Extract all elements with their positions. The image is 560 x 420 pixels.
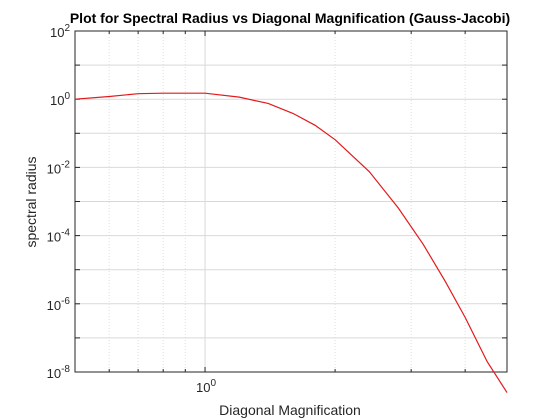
chart-title: Plot for Spectral Radius vs Diagonal Mag… bbox=[70, 10, 510, 26]
series-group bbox=[74, 92, 508, 393]
y-tick-label: 10-2 bbox=[47, 159, 71, 176]
y-tick-label: 102 bbox=[50, 23, 70, 40]
x-axis-label: Diagonal Magnification bbox=[219, 402, 361, 418]
y-axis-label: spectral radius bbox=[23, 156, 39, 247]
y-tick-label: 10-4 bbox=[47, 228, 71, 245]
series-line bbox=[74, 92, 508, 393]
x-tick-label: 100 bbox=[196, 378, 216, 395]
axis-ticks: 10-8 10-6 10-4 10-2 100 102 100 bbox=[47, 23, 508, 395]
y-tick-label: 10-6 bbox=[47, 296, 71, 313]
y-tick-label: 10-8 bbox=[47, 364, 71, 381]
y-tick-label: 100 bbox=[50, 91, 70, 108]
grid-lines bbox=[74, 30, 508, 373]
